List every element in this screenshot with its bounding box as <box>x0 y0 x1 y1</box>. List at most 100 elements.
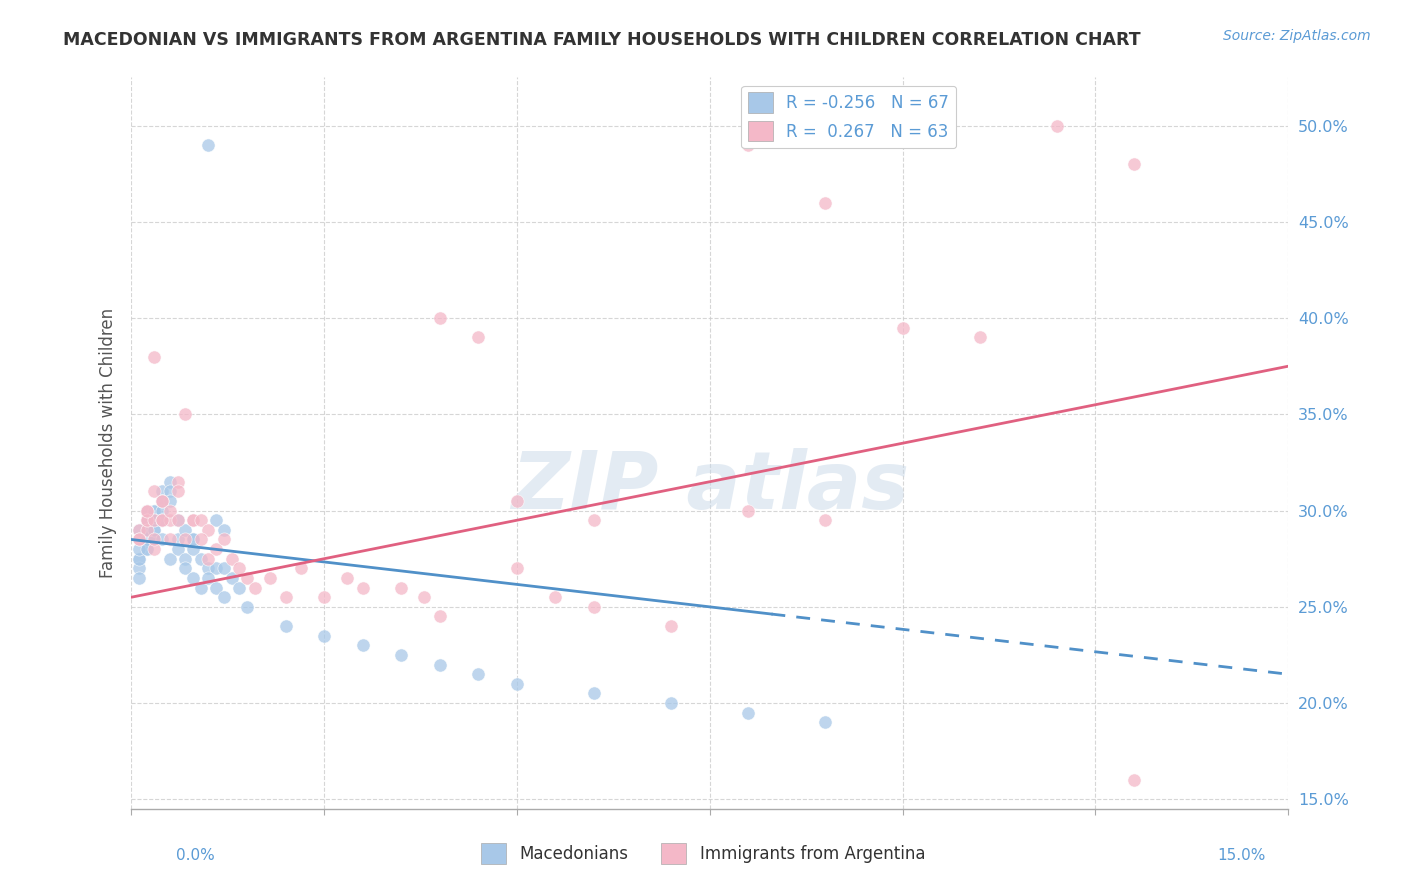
Point <box>205 542 228 557</box>
Point <box>135 523 157 537</box>
Point <box>159 484 181 499</box>
Point <box>128 551 150 566</box>
Point <box>135 503 157 517</box>
Point <box>544 591 567 605</box>
Point <box>128 523 150 537</box>
Point <box>143 503 166 517</box>
Point <box>212 591 235 605</box>
Point <box>135 513 157 527</box>
Point <box>159 494 181 508</box>
Point <box>197 561 219 575</box>
Point <box>143 542 166 557</box>
Point <box>205 581 228 595</box>
Point <box>143 523 166 537</box>
Point <box>290 561 312 575</box>
Point <box>190 581 212 595</box>
Point <box>352 639 374 653</box>
Point <box>312 591 335 605</box>
Point <box>159 551 181 566</box>
Point <box>389 648 412 662</box>
Point <box>150 494 173 508</box>
Point <box>128 533 150 547</box>
Point <box>221 571 243 585</box>
Point <box>228 561 250 575</box>
Legend: Macedonians, Immigrants from Argentina: Macedonians, Immigrants from Argentina <box>474 837 932 871</box>
Point <box>1046 119 1069 133</box>
Point <box>212 561 235 575</box>
Point <box>1123 773 1146 788</box>
Point <box>135 513 157 527</box>
Point <box>506 677 529 691</box>
Point <box>166 513 188 527</box>
Point <box>228 581 250 595</box>
Point <box>159 513 181 527</box>
Text: 0.0%: 0.0% <box>176 848 215 863</box>
Point <box>128 533 150 547</box>
Point <box>243 581 266 595</box>
Text: Source: ZipAtlas.com: Source: ZipAtlas.com <box>1223 29 1371 43</box>
Point <box>135 503 157 517</box>
Point <box>150 494 173 508</box>
Point <box>737 706 759 720</box>
Point <box>174 408 197 422</box>
Point <box>159 475 181 489</box>
Point <box>197 571 219 585</box>
Point <box>181 571 204 585</box>
Point <box>583 599 606 614</box>
Text: 15.0%: 15.0% <box>1218 848 1265 863</box>
Point <box>181 533 204 547</box>
Point <box>128 523 150 537</box>
Legend: R = -0.256   N = 67, R =  0.267   N = 63: R = -0.256 N = 67, R = 0.267 N = 63 <box>741 86 956 148</box>
Point <box>181 513 204 527</box>
Point <box>143 513 166 527</box>
Point <box>150 494 173 508</box>
Point <box>212 523 235 537</box>
Point <box>135 533 157 547</box>
Point <box>166 475 188 489</box>
Point <box>128 571 150 585</box>
Point <box>212 533 235 547</box>
Point <box>143 533 166 547</box>
Point <box>143 513 166 527</box>
Point <box>150 503 173 517</box>
Point <box>274 619 297 633</box>
Point <box>128 542 150 557</box>
Point <box>274 591 297 605</box>
Point <box>891 320 914 334</box>
Point <box>259 571 281 585</box>
Point <box>135 513 157 527</box>
Point <box>166 484 188 499</box>
Point <box>174 523 197 537</box>
Point <box>143 513 166 527</box>
Point <box>467 330 489 344</box>
Point <box>429 311 451 326</box>
Point <box>197 551 219 566</box>
Point <box>429 609 451 624</box>
Point <box>413 591 436 605</box>
Point <box>583 513 606 527</box>
Point <box>159 533 181 547</box>
Point <box>143 523 166 537</box>
Point <box>467 667 489 681</box>
Point <box>659 619 682 633</box>
Point <box>205 561 228 575</box>
Point <box>166 513 188 527</box>
Point <box>150 513 173 527</box>
Point <box>197 523 219 537</box>
Point <box>135 523 157 537</box>
Point <box>135 503 157 517</box>
Point <box>814 715 837 730</box>
Point <box>135 542 157 557</box>
Point <box>174 551 197 566</box>
Point <box>205 513 228 527</box>
Text: MACEDONIAN VS IMMIGRANTS FROM ARGENTINA FAMILY HOUSEHOLDS WITH CHILDREN CORRELAT: MACEDONIAN VS IMMIGRANTS FROM ARGENTINA … <box>63 31 1140 49</box>
Point <box>814 195 837 210</box>
Point <box>150 513 173 527</box>
Point <box>166 533 188 547</box>
Point <box>150 513 173 527</box>
Point <box>135 533 157 547</box>
Point <box>190 533 212 547</box>
Point <box>150 533 173 547</box>
Point <box>506 494 529 508</box>
Point <box>1123 157 1146 171</box>
